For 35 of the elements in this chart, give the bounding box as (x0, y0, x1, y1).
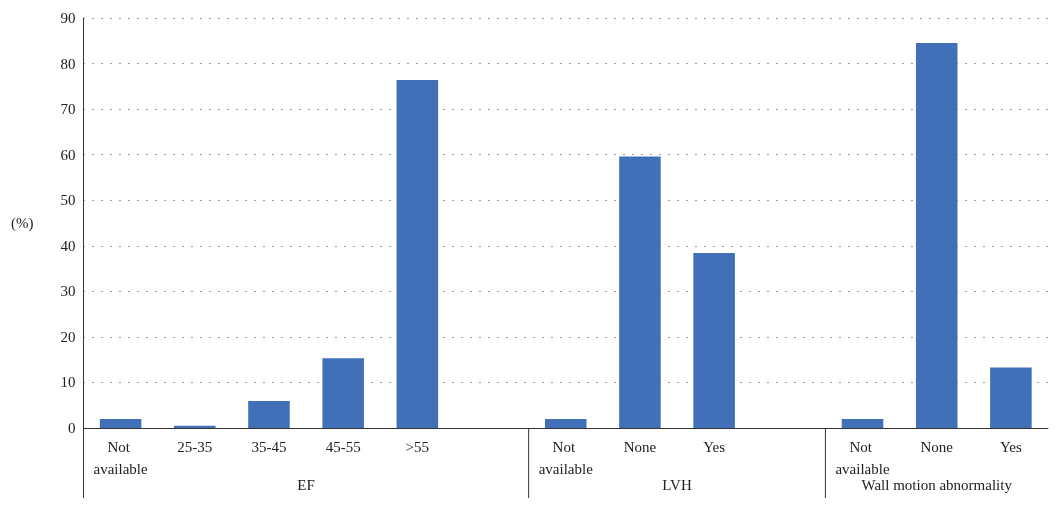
x-tick-label: 35-45 (251, 439, 287, 455)
y-tick-label: 50 (60, 192, 76, 209)
x-tick-label: Yes (999, 439, 1022, 455)
text: LVH (662, 476, 692, 493)
text: EF (297, 476, 315, 493)
x-tick-label: None (920, 439, 954, 455)
bar (396, 79, 439, 428)
y-tick-label: 20 (60, 328, 76, 345)
bar (322, 358, 364, 428)
y-tick-label: 40 (60, 237, 76, 254)
x-tick-label: Not available (538, 439, 594, 477)
bar (248, 401, 290, 428)
y-axis-title: (%) (10, 215, 34, 232)
x-tick-label: Yes (703, 439, 726, 455)
text: Wall motion abnormality (861, 476, 1013, 493)
x-tick-label: 25-35 (177, 439, 213, 455)
x-tick-label: 45-55 (325, 439, 361, 455)
bar (619, 156, 661, 428)
x-tick-label: Not available (93, 439, 148, 477)
y-tick-label: 0 (67, 420, 76, 436)
x-tick-label: >55 (405, 439, 430, 455)
x-tick-label: Not available (835, 439, 890, 477)
y-tick-label: 80 (60, 55, 76, 72)
y-tick-label: 70 (60, 101, 76, 118)
y-tick-label: 90 (60, 10, 76, 26)
bar (915, 43, 958, 428)
y-tick-label: 10 (60, 374, 76, 391)
bar (99, 418, 142, 428)
bar (990, 367, 1032, 428)
y-tick-label: 60 (60, 146, 76, 163)
x-tick-label: None (623, 439, 657, 455)
bar (544, 418, 587, 428)
bar (693, 253, 735, 428)
y-tick-label: 30 (60, 283, 76, 300)
bar (841, 418, 884, 428)
